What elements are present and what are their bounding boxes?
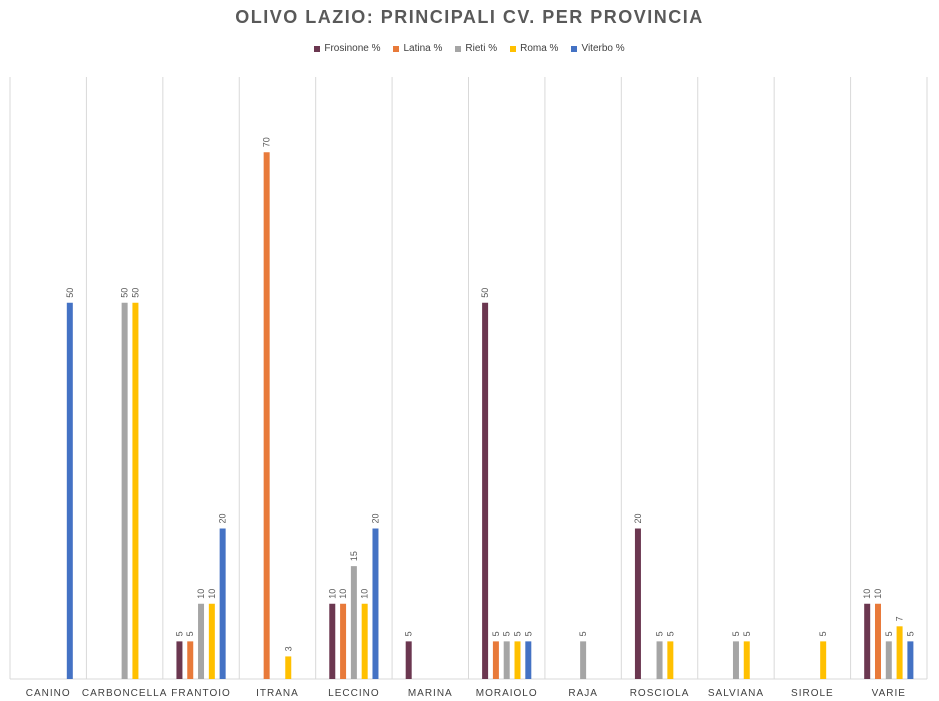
data-label: 5 [905,631,915,636]
bar [285,656,292,679]
legend-label: Roma % [520,43,559,54]
bar [514,641,521,679]
data-label: 20 [633,513,643,523]
legend-swatch [571,45,578,52]
data-label: 5 [502,631,512,636]
legend-item: Latina % [393,43,442,54]
x-tick-label: MARINA [408,688,453,699]
bar [656,641,663,679]
x-tick-label: VARIE [872,688,906,699]
bar [732,641,739,679]
data-label: 3 [283,646,293,651]
bar [907,641,914,679]
data-label: 5 [818,631,828,636]
data-label: 5 [731,631,741,636]
data-label: 5 [185,631,195,636]
bar [743,641,750,679]
x-tick-label: ROSCIOLA [630,688,690,699]
chart-legend: Frosinone % Latina % Rieti % Roma % Viterbo … [0,43,939,54]
x-tick-label: SIROLE [791,688,834,699]
bar [187,641,194,679]
bar [176,641,183,679]
bar [219,528,226,679]
x-tick-label: MORAIOLO [476,688,538,699]
data-label: 70 [262,137,272,147]
data-label: 50 [65,288,75,298]
x-tick-label: LECCINO [328,688,379,699]
data-label: 5 [404,631,414,636]
data-label: 50 [480,288,490,298]
data-label: 15 [349,551,359,561]
bar [263,152,270,679]
x-tick-label: CARBONCELLA [82,688,167,699]
data-label: 5 [655,631,665,636]
legend-label: Frosinone % [324,43,381,54]
data-label: 50 [130,288,140,298]
bar [492,641,499,679]
data-label: 50 [120,288,130,298]
legend-item: Rieti % [455,43,497,54]
bar [372,528,379,679]
bar [667,641,674,679]
bar [132,302,139,679]
legend-swatch [455,45,462,52]
data-label: 5 [174,631,184,636]
bar [350,566,357,679]
x-tick-label: SALVIANA [708,688,764,699]
chart-title: OLIVO LAZIO: PRINCIPALI CV. PER PROVINCI… [235,7,704,27]
bar [198,603,205,679]
bar [405,641,412,679]
data-label: 10 [360,589,370,599]
data-label: 5 [523,631,533,636]
bar [874,603,881,679]
bar [864,603,871,679]
legend-label: Rieti % [465,43,498,54]
x-tick-label: RAJA [568,688,598,699]
bar [580,641,587,679]
data-label: 5 [742,631,752,636]
bar [361,603,368,679]
bar [482,302,489,679]
data-label: 10 [196,589,206,599]
data-label: 5 [578,631,588,636]
bar [503,641,510,679]
data-label: 5 [491,631,501,636]
data-label: 10 [207,589,217,599]
bar [329,603,336,679]
legend-item: Frosinone % [314,43,380,54]
legend-label: Latina % [403,43,443,54]
bar [525,641,532,679]
data-label: 5 [884,631,894,636]
legend-swatch [393,45,400,52]
data-label: 7 [895,616,905,621]
bar [634,528,641,679]
data-label: 10 [873,589,883,599]
bar [340,603,347,679]
legend-item: Roma % [510,43,558,54]
data-label: 5 [513,631,523,636]
bar [896,626,903,679]
data-label: 10 [338,589,348,599]
data-label: 5 [665,631,675,636]
bar [208,603,215,679]
bar [66,302,73,679]
bar [820,641,827,679]
data-label: 10 [327,589,337,599]
data-label: 20 [370,513,380,523]
x-tick-label: CANINO [26,688,71,699]
x-tick-label: FRANTOIO [171,688,230,699]
legend-swatch [314,45,321,52]
x-tick-label: ITRANA [256,688,299,699]
data-label: 10 [862,589,872,599]
data-label: 20 [218,513,228,523]
legend-swatch [510,45,517,52]
bar [121,302,128,679]
bar [885,641,892,679]
legend-label: Viterbo % [581,43,625,54]
legend-item: Viterbo % [571,43,625,54]
